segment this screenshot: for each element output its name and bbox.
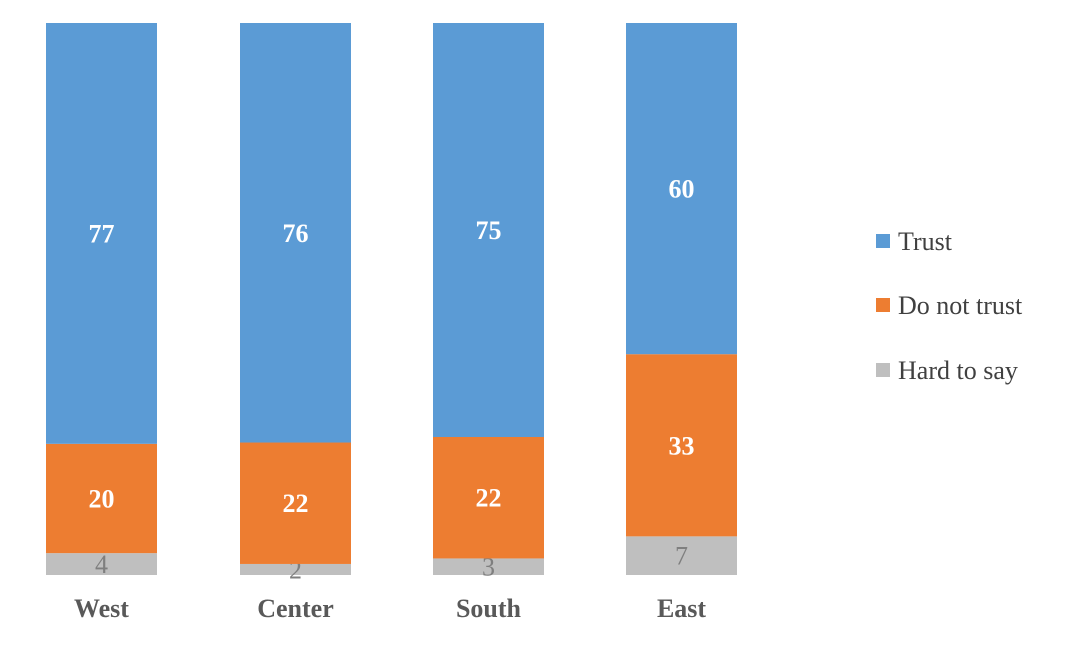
bar-west-do-not-trust: [46, 443, 157, 554]
bar-south-trust: [433, 23, 544, 437]
bar-east-hard-to-say: [626, 536, 737, 575]
legend: Trust Do not trust Hard to say: [876, 227, 1023, 385]
legend-swatch-do-not-trust: [876, 298, 890, 312]
bar-east-do-not-trust: [626, 354, 737, 537]
category-label-center: Center: [257, 594, 334, 623]
value-label-east-do-not-trust: 33: [669, 431, 695, 460]
value-label-center-trust: 76: [283, 219, 309, 248]
bar-south-do-not-trust: [433, 437, 544, 559]
category-label-west: West: [74, 594, 129, 623]
category-label-east: East: [657, 594, 706, 623]
category-labels: West Center South East: [74, 594, 706, 623]
bar-center-trust: [240, 23, 351, 443]
value-label-west-hard-to-say: 4: [95, 550, 108, 579]
category-label-south: South: [456, 594, 522, 623]
legend-swatch-hard-to-say: [876, 363, 890, 377]
value-label-east-hard-to-say: 7: [675, 542, 688, 571]
bar-south-hard-to-say: [433, 558, 544, 575]
bar-center-do-not-trust: [240, 442, 351, 564]
value-label-south-trust: 75: [476, 216, 502, 245]
legend-label-trust: Trust: [898, 227, 953, 256]
value-label-south-hard-to-say: 3: [482, 553, 495, 582]
bar-west-trust: [46, 23, 157, 444]
bar-west-hard-to-say: [46, 553, 157, 575]
value-label-west-trust: 77: [89, 219, 115, 248]
legend-label-hard-to-say: Hard to say: [898, 356, 1018, 385]
value-label-south-do-not-trust: 22: [476, 484, 502, 513]
value-label-center-do-not-trust: 22: [283, 489, 309, 518]
bar-center-hard-to-say: [240, 563, 351, 575]
value-label-east-trust: 60: [669, 175, 695, 204]
legend-swatch-trust: [876, 234, 890, 248]
legend-label-do-not-trust: Do not trust: [898, 291, 1023, 320]
value-label-west-do-not-trust: 20: [89, 484, 115, 513]
bar-east-trust: [626, 23, 737, 355]
